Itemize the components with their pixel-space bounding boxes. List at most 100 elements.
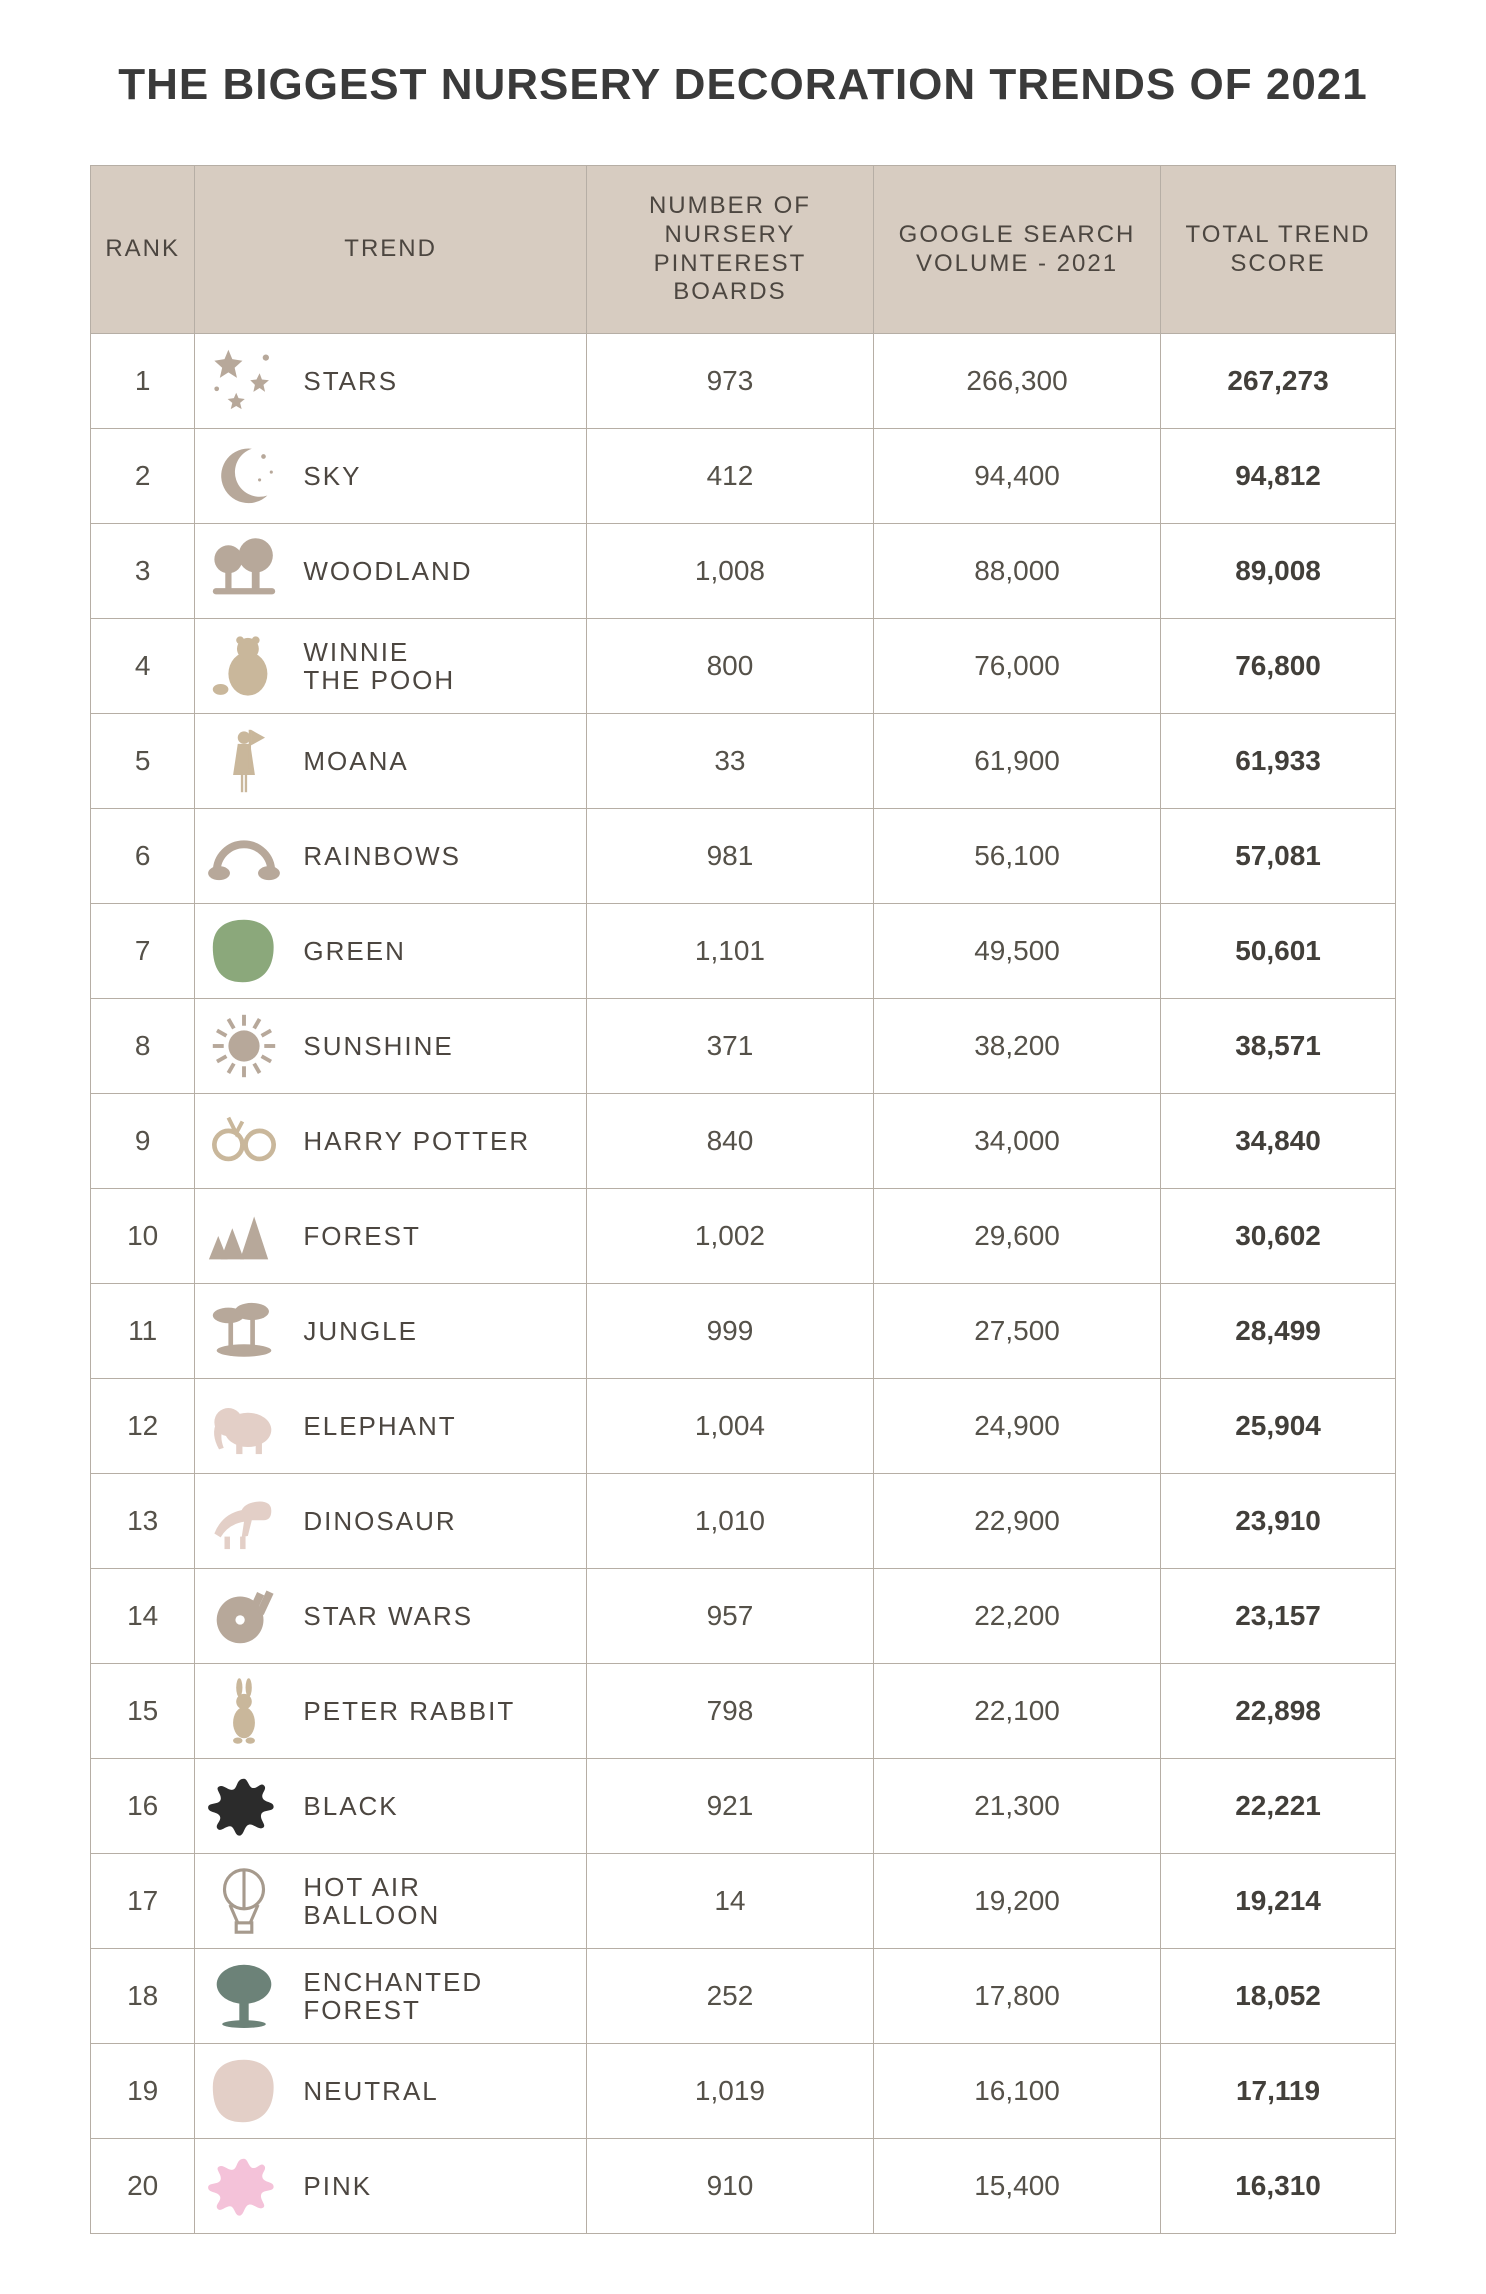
cell-rank: 6 (91, 809, 195, 904)
cell-trend: SKY (195, 429, 587, 524)
forest-icon (205, 1197, 283, 1275)
cell-rank: 15 (91, 1664, 195, 1759)
blob-icon (205, 912, 283, 990)
cell-rank: 9 (91, 1094, 195, 1189)
trend-label: JUNGLE (303, 1317, 418, 1346)
cell-pinterest: 999 (586, 1284, 873, 1379)
trees-icon (205, 532, 283, 610)
cell-pinterest: 957 (586, 1569, 873, 1664)
cell-google: 94,400 (873, 429, 1160, 524)
cell-pinterest: 1,101 (586, 904, 873, 999)
trend-label: FOREST (303, 1222, 420, 1251)
falcon-icon (205, 1577, 283, 1655)
table-row: 14STAR WARS95722,20023,157 (91, 1569, 1396, 1664)
cell-total: 267,273 (1161, 334, 1396, 429)
cell-trend: WINNIETHE POOH (195, 619, 587, 714)
cell-trend: HOT AIRBALLOON (195, 1854, 587, 1949)
pooh-icon (205, 627, 283, 705)
jungle-icon (205, 1292, 283, 1370)
trend-label: WOODLAND (303, 557, 472, 586)
cell-google: 61,900 (873, 714, 1160, 809)
cell-trend: RAINBOWS (195, 809, 587, 904)
trend-label: ENCHANTEDFOREST (303, 1968, 483, 2025)
cell-rank: 10 (91, 1189, 195, 1284)
bigtree-icon (205, 1957, 283, 2035)
cell-rank: 11 (91, 1284, 195, 1379)
cell-rank: 19 (91, 2044, 195, 2139)
table-row: 7GREEN1,10149,50050,601 (91, 904, 1396, 999)
cell-google: 16,100 (873, 2044, 1160, 2139)
trend-label: RAINBOWS (303, 842, 461, 871)
cell-total: 34,840 (1161, 1094, 1396, 1189)
cell-total: 18,052 (1161, 1949, 1396, 2044)
cell-pinterest: 14 (586, 1854, 873, 1949)
table-row: 13DINOSAUR1,01022,90023,910 (91, 1474, 1396, 1569)
balloon-icon (205, 1862, 283, 1940)
moon-icon (205, 437, 283, 515)
cell-pinterest: 1,002 (586, 1189, 873, 1284)
cell-rank: 20 (91, 2139, 195, 2234)
cell-rank: 16 (91, 1759, 195, 1854)
cell-trend: FOREST (195, 1189, 587, 1284)
cell-google: 21,300 (873, 1759, 1160, 1854)
cell-pinterest: 800 (586, 619, 873, 714)
trend-label: DINOSAUR (303, 1507, 456, 1536)
cell-rank: 7 (91, 904, 195, 999)
cell-google: 19,200 (873, 1854, 1160, 1949)
col-trend: TREND (195, 166, 587, 334)
cell-rank: 3 (91, 524, 195, 619)
trend-label: PETER RABBIT (303, 1697, 515, 1726)
cell-pinterest: 840 (586, 1094, 873, 1189)
glasses-icon (205, 1102, 283, 1180)
cell-trend: WOODLAND (195, 524, 587, 619)
trend-label: ELEPHANT (303, 1412, 456, 1441)
cell-rank: 1 (91, 334, 195, 429)
cell-trend: PETER RABBIT (195, 1664, 587, 1759)
table-row: 17HOT AIRBALLOON1419,20019,214 (91, 1854, 1396, 1949)
trends-table: RANK TREND NUMBER OF NURSERY PINTEREST B… (90, 165, 1396, 2234)
cell-google: 266,300 (873, 334, 1160, 429)
trend-label: HARRY POTTER (303, 1127, 530, 1156)
rainbow-icon (205, 817, 283, 895)
trend-label: NEUTRAL (303, 2077, 438, 2106)
cell-pinterest: 1,019 (586, 2044, 873, 2139)
cell-total: 89,008 (1161, 524, 1396, 619)
cell-rank: 14 (91, 1569, 195, 1664)
cell-total: 19,214 (1161, 1854, 1396, 1949)
table-row: 2SKY41294,40094,812 (91, 429, 1396, 524)
col-google: GOOGLE SEARCH VOLUME - 2021 (873, 166, 1160, 334)
cell-trend: PINK (195, 2139, 587, 2234)
trend-label: BLACK (303, 1792, 398, 1821)
trend-label: SUNSHINE (303, 1032, 453, 1061)
trend-label: STAR WARS (303, 1602, 473, 1631)
cell-trend: ELEPHANT (195, 1379, 587, 1474)
cell-trend: JUNGLE (195, 1284, 587, 1379)
table-header-row: RANK TREND NUMBER OF NURSERY PINTEREST B… (91, 166, 1396, 334)
cell-total: 94,812 (1161, 429, 1396, 524)
rabbit-icon (205, 1672, 283, 1750)
cell-total: 25,904 (1161, 1379, 1396, 1474)
table-row: 10FOREST1,00229,60030,602 (91, 1189, 1396, 1284)
page-title: THE BIGGEST NURSERY DECORATION TRENDS OF… (90, 60, 1396, 110)
cell-rank: 2 (91, 429, 195, 524)
table-row: 19NEUTRAL1,01916,10017,119 (91, 2044, 1396, 2139)
table-row: 11JUNGLE99927,50028,499 (91, 1284, 1396, 1379)
cell-pinterest: 33 (586, 714, 873, 809)
table-row: 4WINNIETHE POOH80076,00076,800 (91, 619, 1396, 714)
table-row: 15PETER RABBIT79822,10022,898 (91, 1664, 1396, 1759)
cell-total: 50,601 (1161, 904, 1396, 999)
cell-google: 49,500 (873, 904, 1160, 999)
cell-total: 23,157 (1161, 1569, 1396, 1664)
cell-google: 27,500 (873, 1284, 1160, 1379)
cell-rank: 17 (91, 1854, 195, 1949)
cell-rank: 12 (91, 1379, 195, 1474)
cell-total: 23,910 (1161, 1474, 1396, 1569)
cell-google: 24,900 (873, 1379, 1160, 1474)
table-row: 5MOANA3361,90061,933 (91, 714, 1396, 809)
table-row: 16BLACK92121,30022,221 (91, 1759, 1396, 1854)
cell-google: 56,100 (873, 809, 1160, 904)
cell-total: 22,221 (1161, 1759, 1396, 1854)
cell-total: 76,800 (1161, 619, 1396, 714)
table-row: 6RAINBOWS98156,10057,081 (91, 809, 1396, 904)
cell-google: 38,200 (873, 999, 1160, 1094)
